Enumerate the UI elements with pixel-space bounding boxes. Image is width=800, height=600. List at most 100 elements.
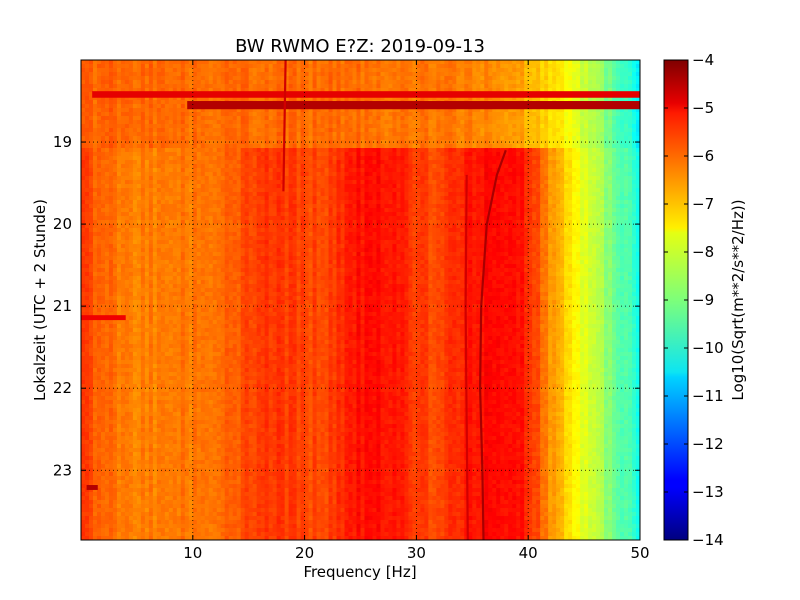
heatmap-cell	[208, 264, 214, 269]
heatmap-cell	[152, 392, 158, 397]
heatmap-cell	[112, 528, 118, 533]
heatmap-cell	[100, 356, 106, 361]
heatmap-cell	[140, 440, 146, 445]
heatmap-cell	[88, 72, 94, 77]
heatmap-cell	[108, 200, 114, 205]
heatmap-cell	[240, 500, 246, 505]
heatmap-cell	[132, 216, 138, 221]
heatmap-cell	[164, 316, 170, 321]
heatmap-cell	[220, 436, 226, 441]
heatmap-cell	[136, 340, 142, 345]
heatmap-cell	[192, 328, 198, 333]
heatmap-cell	[104, 464, 110, 469]
heatmap-cell	[140, 412, 146, 417]
heatmap-cell	[140, 236, 146, 241]
heatmap-cell	[176, 428, 182, 433]
heatmap-cell	[168, 344, 174, 349]
heatmap-cell	[144, 268, 150, 273]
heatmap-cell	[81, 164, 86, 169]
heatmap-cell	[240, 436, 246, 441]
heatmap-cell	[156, 168, 162, 173]
heatmap-cell	[232, 164, 238, 169]
heatmap-cell	[188, 456, 194, 461]
heatmap-cell	[88, 156, 94, 161]
heatmap-cell	[124, 284, 130, 289]
heatmap-cell	[216, 512, 222, 517]
heatmap-cell	[200, 476, 206, 481]
heatmap-cell	[104, 272, 110, 277]
heatmap-cell	[168, 412, 174, 417]
heatmap-cell	[236, 184, 242, 189]
heatmap-cell	[132, 152, 138, 157]
heatmap-cell	[132, 328, 138, 333]
heatmap-cell	[152, 408, 158, 413]
heatmap-cell	[184, 108, 190, 113]
heatmap-cell	[144, 452, 150, 457]
heatmap-cell	[116, 296, 122, 301]
heatmap-cell	[208, 464, 214, 469]
heatmap-cell	[192, 508, 198, 513]
heatmap-cell	[188, 252, 194, 257]
heatmap-cell	[212, 376, 218, 381]
heatmap-cell	[152, 316, 158, 321]
heatmap-cell	[188, 468, 194, 473]
heatmap-cell	[196, 508, 202, 513]
heatmap-cell	[140, 468, 146, 473]
heatmap-cell	[128, 528, 134, 533]
heatmap-cell	[140, 184, 146, 189]
heatmap-cell	[192, 288, 198, 293]
heatmap-cell	[200, 312, 206, 317]
heatmap-cell	[152, 200, 158, 205]
heatmap-cell	[164, 284, 170, 289]
heatmap-cell	[204, 132, 210, 137]
heatmap-cell	[224, 436, 230, 441]
heatmap-cell	[220, 184, 226, 189]
heatmap-cell	[92, 128, 98, 133]
heatmap-cell	[140, 300, 146, 305]
heatmap-cell	[240, 324, 246, 329]
heatmap-cell	[132, 272, 138, 277]
heatmap-cell	[200, 444, 206, 449]
heatmap-cell	[84, 176, 90, 181]
heatmap-cell	[188, 296, 194, 301]
heatmap-cell	[112, 224, 118, 229]
heatmap-cell	[180, 152, 186, 157]
heatmap-cell	[104, 356, 110, 361]
heatmap-cell	[224, 440, 230, 445]
heatmap-cell	[164, 416, 170, 421]
heatmap-cell	[216, 528, 222, 533]
heatmap-cell	[160, 112, 166, 117]
heatmap-cell	[128, 244, 134, 249]
heatmap-cell	[196, 396, 202, 401]
heatmap-cell	[184, 280, 190, 285]
heatmap-cell	[192, 132, 198, 137]
heatmap-cell	[108, 244, 114, 249]
heatmap-cell	[152, 380, 158, 385]
heatmap-cell	[212, 72, 218, 77]
heatmap-cell	[240, 288, 246, 293]
heatmap-cell	[116, 176, 122, 181]
heatmap-cell	[132, 140, 138, 145]
heatmap-cell	[196, 68, 202, 73]
heatmap-cell	[164, 248, 170, 253]
heatmap-cell	[244, 312, 250, 317]
heatmap-cell	[220, 404, 226, 409]
heatmap-cell	[232, 316, 238, 321]
heatmap-cell	[84, 280, 90, 285]
heatmap-cell	[144, 528, 150, 533]
heatmap-cell	[84, 416, 90, 421]
heatmap-cell	[144, 400, 150, 405]
heatmap-cell	[96, 144, 102, 149]
heatmap-cell	[112, 152, 118, 157]
heatmap-cell	[160, 108, 166, 113]
heatmap-cell	[108, 504, 114, 509]
heatmap-cell	[192, 408, 198, 413]
heatmap-cell	[84, 516, 90, 521]
heatmap-cell	[112, 216, 118, 221]
heatmap-cell	[188, 440, 194, 445]
heatmap-cell	[172, 420, 178, 425]
heatmap-cell	[144, 180, 150, 185]
heatmap-cell	[160, 484, 166, 489]
heatmap-cell	[92, 292, 98, 297]
heatmap-cell	[81, 508, 86, 513]
